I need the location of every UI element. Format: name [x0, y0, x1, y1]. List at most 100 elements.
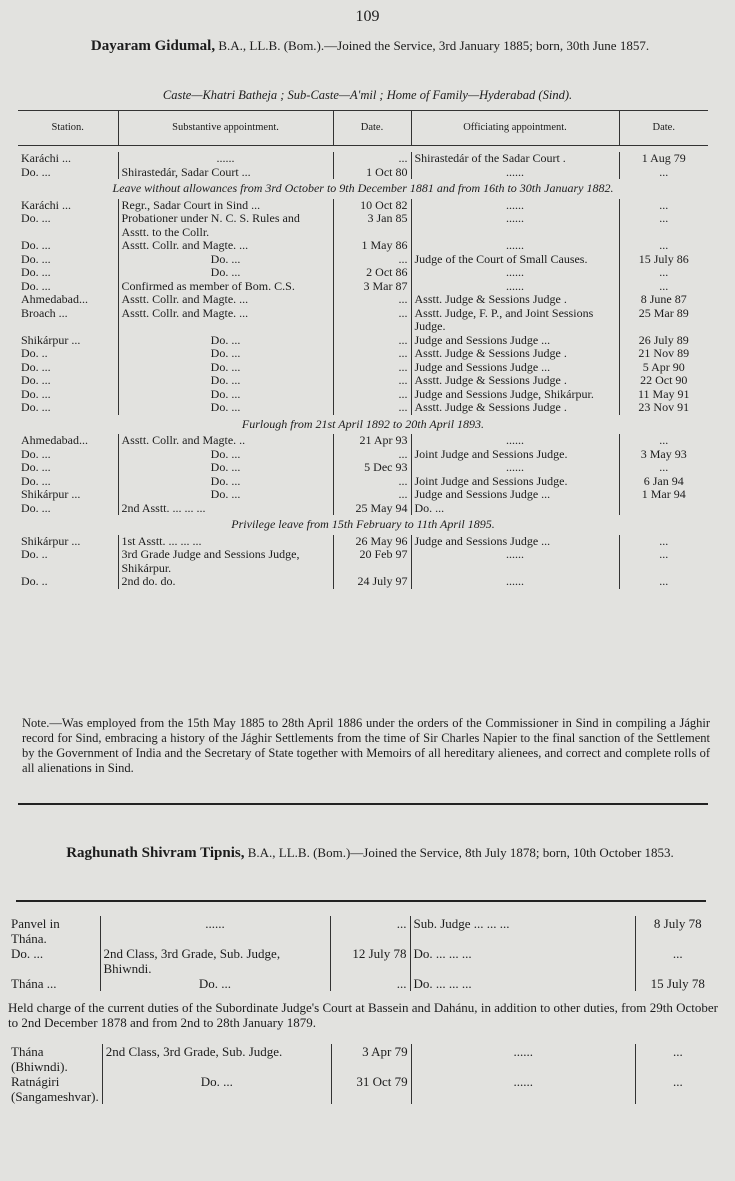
date-cell: 2 Oct 86	[333, 265, 412, 280]
substantive-appointment-cell: Do. ...	[118, 360, 334, 374]
station-cell: Thána ...	[8, 976, 101, 991]
officiating-date-cell: 23 Nov 91	[638, 400, 690, 414]
officer1-service-table: Station. Substantive appointment. Date. …	[18, 110, 708, 589]
table-row: Do. ... 2nd Asstt. ... ... ... 25 May 94 Do…	[18, 501, 708, 515]
table-row: Panvel in Thána.......... Sub. Judge ... …	[8, 916, 720, 946]
substantive-appointment-cell: 2nd Class, 3rd Grade, Sub. Judge, Bhiwnd…	[100, 946, 331, 976]
date-cell: ...	[333, 487, 412, 502]
col-date-officiating: Date.	[619, 110, 708, 146]
officiating-date-cell: ...	[659, 533, 669, 548]
officiating-date-cell: ...	[659, 547, 669, 561]
substantive-appointment-cell: Do. ...	[118, 265, 334, 280]
officer1-header: Dayaram Gidumal, B.A., LL.B. (Bom.).—Joi…	[60, 38, 680, 54]
officiating-appointment-cell: ......	[411, 265, 620, 280]
table-row: Thána ... Do. ...... Do. ... ... ... 15 Jul…	[8, 976, 720, 991]
table-row: Do. ... Do. ...... Judge and Sessions Judg…	[18, 360, 708, 374]
station-cell: Do. ...	[18, 252, 119, 266]
station-cell: Do. ...	[18, 238, 119, 253]
station-cell: Karáchi ...	[18, 198, 119, 212]
section-divider	[18, 803, 708, 805]
officiating-date-cell: 15 July 78	[650, 976, 705, 991]
date-cell: 20 Feb 97	[333, 547, 412, 575]
date-cell: ...	[333, 252, 412, 266]
officiating-date-cell: 8 June 87	[640, 292, 687, 306]
officiating-date-cell: 22 Oct 90	[640, 373, 688, 387]
substantive-appointment-cell: Do. ...	[118, 373, 334, 388]
date-cell: ...	[333, 474, 412, 488]
officiating-date-cell: ...	[659, 164, 669, 179]
col-station: Station.	[18, 110, 119, 146]
station-cell: Do. ...	[18, 447, 119, 461]
officiating-date-cell: 15 July 86	[638, 251, 689, 266]
substantive-appointment-cell: Probationer under N. C. S. Rules and Ass…	[118, 211, 334, 239]
table-row: Do. ... Shirastedár, Sadar Court ... 1 Oct…	[18, 164, 708, 179]
station-cell: Shikárpur ...	[18, 333, 119, 347]
station-cell: Shikárpur ...	[18, 487, 119, 502]
col-officiating: Officiating appointment.	[411, 110, 620, 146]
station-cell: Do. ...	[18, 460, 119, 475]
substantive-appointment-cell: 2nd Class, 3rd Grade, Sub. Judge.	[102, 1044, 332, 1074]
date-cell: ...	[333, 346, 412, 361]
page-number: 109	[355, 8, 380, 25]
officiating-appointment-cell: Judge and Sessions Judge ...	[411, 534, 620, 548]
table-row: Do. ... Do. ...... Asstt. Judge & Sessions…	[18, 400, 708, 415]
table-top-rule	[16, 900, 706, 902]
station-cell: Do. ...	[18, 265, 119, 280]
officiating-date-cell: 1 Aug 79	[641, 151, 686, 165]
col-substantive: Substantive appointment.	[118, 110, 334, 146]
date-cell: ...	[333, 360, 412, 374]
station-cell: Ratnágiri (Sangameshvar).	[8, 1074, 103, 1104]
officer2-service-table-a: Panvel in Thána.......... Sub. Judge ... …	[8, 916, 720, 991]
officiating-date-cell: 6 Jan 94	[643, 473, 684, 488]
officer1-note: Note.—Was employed from the 15th May 188…	[22, 716, 710, 775]
officiating-appointment-cell: Do. ... ... ...	[410, 946, 636, 976]
table-row: Do. ... Do. ...... Judge and Sessions Judg…	[18, 387, 708, 401]
officiating-date-cell: 3 May 93	[640, 446, 687, 461]
officiating-appointment-cell: Judge and Sessions Judge ...	[411, 333, 620, 347]
station-cell: Karáchi ...	[18, 151, 119, 166]
officiating-appointment-cell: Asstt. Judge & Sessions Judge .	[411, 292, 620, 307]
officiating-date-cell: 8 July 78	[653, 916, 702, 931]
station-cell: Ahmedabad...	[18, 433, 119, 448]
col-date: Date.	[333, 110, 412, 146]
date-cell: 31 Oct 79	[331, 1074, 412, 1104]
leave-note: Leave without allowances from 3rd Octobe…	[112, 181, 614, 195]
substantive-appointment-cell: Do. ...	[118, 252, 334, 266]
station-cell: Do. ..	[18, 574, 119, 589]
date-cell: 12 July 78	[330, 946, 411, 976]
date-cell: ...	[333, 447, 412, 461]
officiating-appointment-cell: ......	[411, 238, 620, 253]
officer2-service-table-b: Thána (Bhiwndi). 2nd Class, 3rd Grade, Su…	[8, 1044, 720, 1104]
officiating-date-cell: ...	[659, 278, 669, 293]
substantive-appointment-cell: Do. ...	[118, 333, 334, 347]
officiating-appointment-cell: Sub. Judge ... ... ...	[410, 916, 636, 946]
station-cell: Ahmedabad...	[18, 292, 119, 307]
date-cell: 1 May 86	[333, 238, 412, 253]
substantive-appointment-cell: Do. ...	[118, 447, 334, 461]
table-row: Do. .. 3rd Grade Judge and Sessions Judge…	[18, 547, 708, 575]
date-cell: ...	[333, 387, 412, 401]
date-cell: ...	[330, 916, 411, 946]
officiating-date-cell: ...	[659, 197, 669, 212]
date-cell: ...	[333, 306, 412, 334]
substantive-appointment-cell: Do. ...	[118, 487, 334, 502]
station-cell: Do. ..	[18, 547, 119, 575]
date-cell: ...	[333, 151, 412, 166]
date-cell: 25 May 94	[333, 501, 412, 515]
date-cell: 10 Oct 82	[333, 198, 412, 212]
officiating-appointment-cell: Asstt. Judge & Sessions Judge .	[411, 400, 620, 415]
date-cell: ...	[333, 373, 412, 388]
officiating-date-cell: ...	[672, 946, 683, 961]
officiating-date-cell: ...	[659, 211, 669, 225]
date-cell: ...	[330, 976, 411, 991]
table-row: Ahmedabad... Asstt. Collr. and Magte. .. 2…	[18, 433, 708, 448]
substantive-appointment-cell: Asstt. Collr. and Magte. ..	[118, 433, 334, 448]
station-cell: Do. ...	[18, 400, 119, 415]
officiating-date-cell: 25 Mar 89	[638, 305, 689, 320]
station-cell: Do. ...	[18, 501, 119, 515]
station-cell: Do. ...	[18, 360, 119, 374]
substantive-appointment-cell: ......	[100, 916, 331, 946]
officiating-date-cell: ...	[659, 433, 669, 447]
officer2-header: Raghunath Shivram Tipnis, B.A., LL.B. (B…	[60, 845, 680, 861]
officiating-appointment-cell: Asstt. Judge & Sessions Judge .	[411, 373, 620, 388]
